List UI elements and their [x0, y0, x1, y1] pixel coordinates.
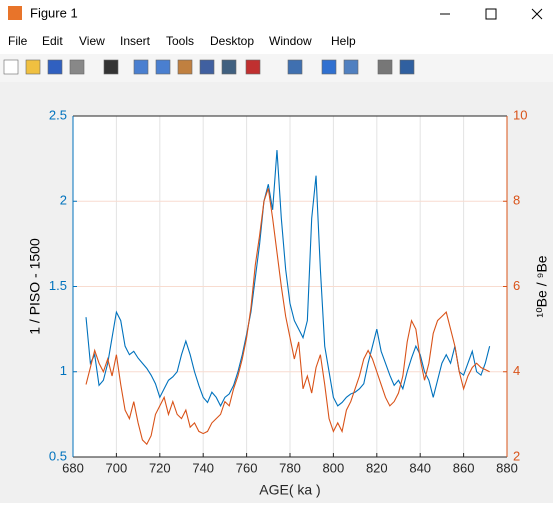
y2-tick-label: 6	[513, 278, 520, 293]
x-tick-label: 700	[106, 460, 128, 475]
y-tick-label: 1	[60, 363, 67, 378]
x-tick-label: 760	[236, 460, 258, 475]
title-bar	[0, 0, 553, 28]
y2-tick-label: 2	[513, 448, 520, 463]
menu-items: File Edit View Insert Tools Desktop Window Help	[8, 34, 356, 48]
toolbar-button[interactable]	[155, 59, 171, 75]
y2-axis-label: ¹⁰Be / ⁹Be	[534, 255, 550, 317]
menu-item[interactable]: View	[79, 34, 105, 48]
y2-tick-label: 4	[513, 363, 520, 378]
maximize-button[interactable]	[485, 8, 497, 20]
x-tick-label: 740	[192, 460, 214, 475]
toolbar-button[interactable]	[221, 59, 237, 75]
toolbar-button[interactable]	[287, 59, 303, 75]
menu-bar	[0, 28, 553, 54]
y-axis-label: 1 / PISO - 1500	[27, 238, 43, 335]
toolbar-icons	[3, 59, 415, 75]
series-line	[85, 150, 491, 408]
menu-item[interactable]: File	[8, 34, 28, 48]
x-tick-label: 780	[279, 460, 301, 475]
toolbar-button[interactable]	[377, 59, 393, 75]
toolbar-button[interactable]	[25, 59, 41, 75]
x-tick-label: 680	[62, 460, 84, 475]
toolbar-button[interactable]	[321, 59, 337, 75]
toolbar-button[interactable]	[69, 59, 85, 75]
x-tick-label: 800	[323, 460, 345, 475]
menu-item[interactable]: Edit	[42, 34, 63, 48]
y2-tick-label: 8	[513, 193, 520, 208]
x-tick-label: 860	[453, 460, 475, 475]
menu-item[interactable]: Help	[331, 34, 356, 48]
toolbar-button[interactable]	[177, 59, 193, 75]
menu-item[interactable]: Insert	[120, 34, 151, 48]
toolbar-button[interactable]	[47, 59, 63, 75]
menu-item[interactable]: Desktop	[210, 34, 254, 48]
toolbar-button[interactable]	[199, 59, 215, 75]
toolbar-button[interactable]	[103, 59, 119, 75]
toolbar	[0, 54, 553, 82]
y-tick-label: 0.5	[49, 448, 67, 463]
y2-tick-label: 10	[513, 107, 527, 122]
plot: 680 700 720 740 760 780 800 820 840 860 8802468100…	[27, 107, 550, 497]
x-tick-label: 720	[149, 460, 171, 475]
window-title: Figure 1	[30, 5, 78, 20]
series-line	[85, 188, 490, 446]
app-icon	[8, 6, 22, 20]
x-tick-label: 880	[496, 460, 518, 475]
toolbar-button[interactable]	[3, 59, 19, 75]
y-tick-label: 2	[60, 193, 67, 208]
toolbar-button[interactable]	[399, 59, 415, 75]
menu-item[interactable]: Window	[269, 34, 312, 48]
toolbar-button[interactable]	[343, 59, 359, 75]
toolbar-button[interactable]	[245, 59, 261, 75]
x-axis-label: AGE( ka )	[259, 482, 320, 498]
x-tick-label: 840	[409, 460, 431, 475]
y-tick-label: 1.5	[49, 278, 67, 293]
x-tick-label: 820	[366, 460, 388, 475]
menu-item[interactable]: Tools	[166, 34, 194, 48]
y-tick-label: 2.5	[49, 107, 67, 122]
toolbar-button[interactable]	[133, 59, 149, 75]
close-button[interactable]	[531, 8, 543, 20]
